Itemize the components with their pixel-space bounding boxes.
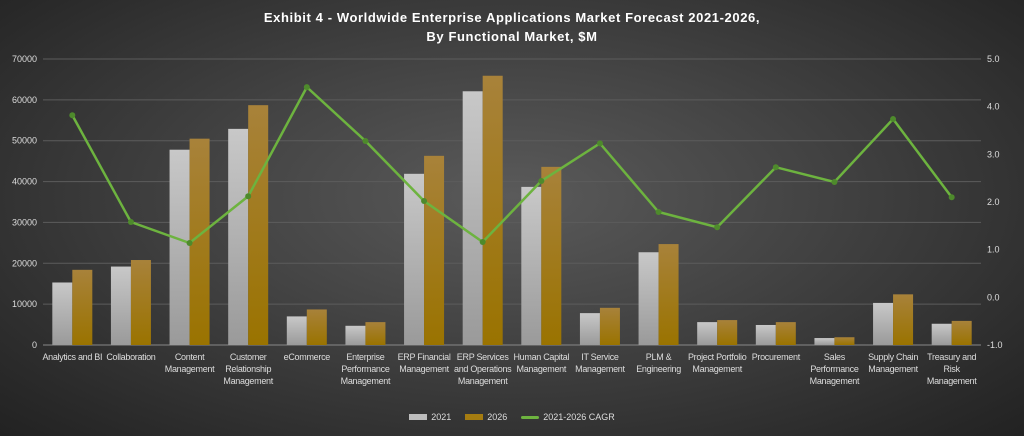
bar-2021: [404, 173, 425, 345]
cagr-point: [890, 116, 897, 123]
legend-label: 2021-2026 CAGR: [543, 412, 615, 422]
bar-2026: [248, 105, 269, 345]
bar-2021: [286, 316, 307, 345]
y-right-tick-label: -1.0: [987, 340, 1003, 350]
bar-2021: [755, 324, 776, 345]
bar-2021: [110, 266, 131, 345]
x-tick-label: Analytics and BI: [42, 352, 103, 362]
bar-2021: [873, 302, 894, 345]
x-tick-label: Procurement: [751, 352, 801, 362]
y-right-tick-label: 1.0: [987, 245, 1000, 255]
legend-label: 2021: [431, 412, 452, 422]
bar-2021: [638, 252, 659, 345]
legend: 2021 2026 2021-2026 CAGR: [0, 412, 1024, 422]
x-tick-label: PLM & Engineering: [636, 352, 681, 374]
y-left-tick-label: 50000: [12, 136, 37, 146]
cagr-line: [71, 85, 953, 245]
x-tick-label: Customer Relationship Management: [223, 352, 273, 386]
bar-2021: [697, 322, 718, 345]
legend-item: 2026: [465, 412, 507, 422]
y-left-tick-label: 70000: [12, 54, 37, 64]
subtitle-line: By Functional Market, $M: [426, 29, 598, 44]
cagr-point: [831, 178, 838, 185]
bar-2026: [130, 260, 151, 345]
cagr-point: [948, 194, 955, 201]
y-left-tick-label: 60000: [12, 95, 37, 105]
bar-2026: [541, 166, 562, 345]
bar-2026: [189, 138, 210, 345]
legend-item: 2021: [409, 412, 451, 422]
bar-2021: [931, 323, 952, 345]
bar-2026: [834, 337, 855, 345]
legend-line-swatch: [521, 415, 540, 419]
x-tick-label: Treasury and Risk Management: [926, 352, 977, 386]
y-left-tick-label: 0: [32, 340, 37, 350]
x-tick-label: IT Service Management: [575, 352, 625, 374]
cagr-point: [538, 178, 545, 185]
legend-bar-swatch: [465, 414, 484, 420]
bar-2021: [228, 128, 249, 345]
bar-2021: [521, 186, 542, 345]
x-tick-label: Collaboration: [106, 352, 156, 362]
bar-2026: [951, 320, 972, 345]
x-tick-label: ERP Services and Operations Management: [454, 352, 512, 386]
bar-2026: [482, 75, 503, 345]
cagr-point: [421, 198, 428, 205]
x-tick-label: Project Portfolio Management: [687, 352, 747, 374]
bar-2021: [52, 282, 73, 345]
bar-2026: [72, 269, 93, 345]
bar-2021: [814, 338, 835, 345]
cagr-point: [186, 239, 193, 246]
y-right-tick-label: 0.0: [987, 292, 1000, 302]
bar-2026: [893, 294, 914, 345]
x-tick-label: Content Management: [164, 352, 215, 374]
cagr-point: [127, 219, 134, 226]
bar-2026: [775, 322, 796, 345]
y-left-tick-label: 10000: [12, 299, 37, 309]
bar-2026: [424, 155, 445, 345]
x-tick-label: eCommerce: [283, 352, 331, 362]
cagr-point: [479, 239, 486, 246]
cagr-point: [245, 193, 252, 200]
legend-item: 2021-2026 CAGR: [521, 412, 615, 422]
title-line: Exhibit 4 - Worldwide Enterprise Applica…: [263, 10, 761, 25]
cagr-point: [69, 112, 76, 119]
bar-2021: [345, 325, 366, 345]
bar-2021: [169, 149, 190, 345]
bar-2026: [658, 244, 679, 345]
cagr-point: [772, 164, 779, 171]
y-left-tick-label: 20000: [12, 258, 37, 268]
x-tick-label: Enterprise Performance Management: [340, 352, 391, 386]
bar-2021: [462, 91, 483, 345]
x-tick-label: Sales Performance Management: [809, 352, 860, 386]
bar-2026: [365, 322, 386, 345]
y-right-tick-label: 3.0: [987, 149, 1000, 159]
y-right-tick-label: 2.0: [987, 197, 1000, 207]
cagr-point: [714, 224, 721, 231]
cagr-point: [303, 84, 310, 91]
chart-title: Exhibit 4 - Worldwide Enterprise Applica…: [0, 8, 1024, 46]
bar-2021: [579, 313, 600, 345]
cagr-point: [596, 140, 603, 147]
bar-2026: [717, 320, 738, 345]
bar-2026: [306, 309, 327, 345]
x-tick-label: ERP Financial Management: [397, 352, 451, 374]
legend-bar-swatch: [409, 414, 428, 420]
y-right-tick-label: 5.0: [987, 54, 1000, 64]
y-right-tick-label: 4.0: [987, 102, 1000, 112]
x-tick-label: Human Capital Management: [513, 352, 570, 374]
legend-label: 2026: [487, 412, 508, 422]
x-tick-label: Supply Chain Management: [868, 352, 919, 374]
y-left-tick-label: 40000: [12, 177, 37, 187]
y-left-tick-label: 30000: [12, 217, 37, 227]
cagr-point: [362, 137, 369, 144]
bar-2026: [599, 307, 620, 345]
cagr-point: [655, 209, 662, 216]
